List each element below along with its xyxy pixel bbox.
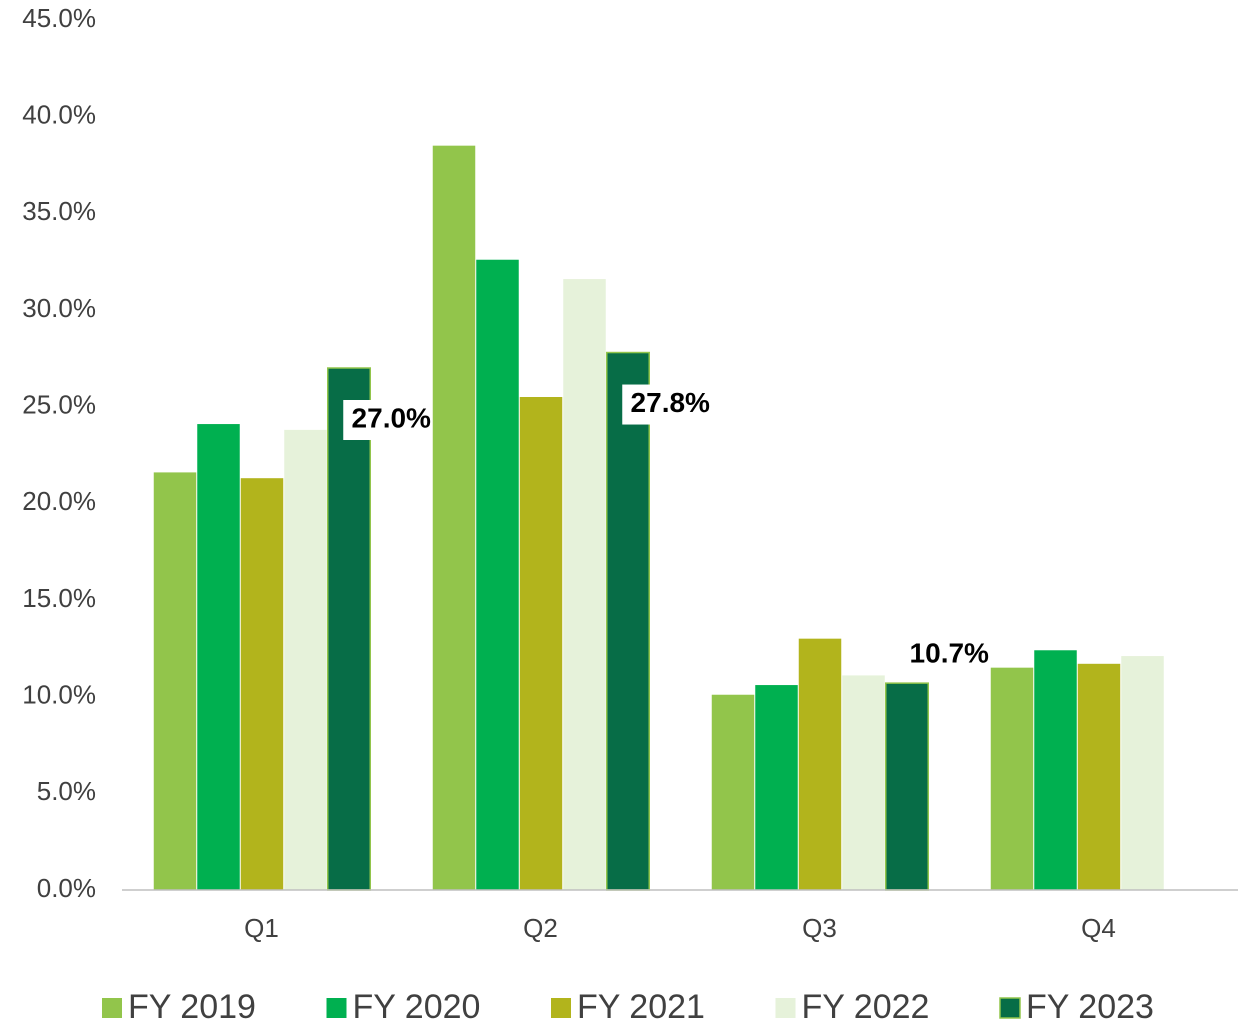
bar — [755, 685, 798, 890]
legend-swatch — [102, 998, 122, 1018]
y-tick-label: 20.0% — [22, 486, 96, 516]
y-tick-label: 30.0% — [22, 293, 96, 323]
data-label-bg — [622, 384, 719, 425]
bar — [476, 259, 519, 890]
x-tick-label: Q3 — [802, 913, 837, 943]
bar — [798, 638, 842, 890]
bar — [284, 429, 327, 890]
y-tick-label: 45.0% — [22, 3, 96, 33]
y-tick-label: 10.0% — [22, 680, 96, 710]
bar — [327, 367, 371, 891]
y-tick-label: 35.0% — [22, 196, 96, 226]
data-label-bg — [901, 635, 998, 676]
bar — [563, 279, 606, 891]
legend-swatch — [999, 997, 1021, 1019]
y-tick-label: 15.0% — [22, 583, 96, 613]
legend-label: FY 2020 — [353, 988, 481, 1026]
legend-label: FY 2022 — [802, 988, 930, 1026]
legend-label: FY 2019 — [128, 988, 256, 1026]
bar — [1034, 650, 1077, 890]
bar — [842, 675, 885, 890]
bar — [519, 397, 563, 890]
bar — [153, 472, 197, 890]
bar — [885, 682, 929, 891]
y-tick-label: 25.0% — [22, 390, 96, 420]
bar — [1077, 663, 1121, 890]
data-label: 27.8% — [631, 387, 710, 418]
y-tick-label: 40.0% — [22, 100, 96, 130]
data-label: 10.7% — [910, 638, 989, 669]
x-tick-label: Q2 — [523, 913, 558, 943]
data-label-bg — [343, 400, 440, 440]
bar — [432, 145, 476, 890]
bar — [606, 351, 650, 891]
bar — [990, 667, 1034, 890]
legend-label: FY 2023 — [1026, 988, 1154, 1026]
bar — [1121, 656, 1164, 890]
bar — [197, 424, 240, 890]
legend-swatch — [551, 998, 571, 1018]
y-tick-label: 5.0% — [37, 776, 96, 806]
data-label: 27.0% — [352, 402, 431, 433]
x-tick-label: Q1 — [244, 913, 279, 943]
bar — [711, 694, 755, 890]
y-tick-label: 0.0% — [37, 873, 96, 903]
legend-swatch — [326, 998, 347, 1018]
legend-label: FY 2021 — [577, 988, 705, 1026]
x-tick-label: Q4 — [1081, 913, 1116, 943]
legend-swatch — [775, 998, 796, 1018]
bar — [240, 478, 284, 890]
